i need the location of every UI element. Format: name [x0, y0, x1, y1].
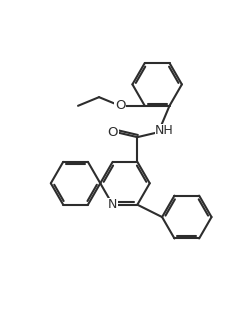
- Text: O: O: [108, 126, 118, 139]
- Text: N: N: [108, 198, 117, 211]
- Text: NH: NH: [155, 125, 174, 137]
- Text: O: O: [115, 99, 125, 112]
